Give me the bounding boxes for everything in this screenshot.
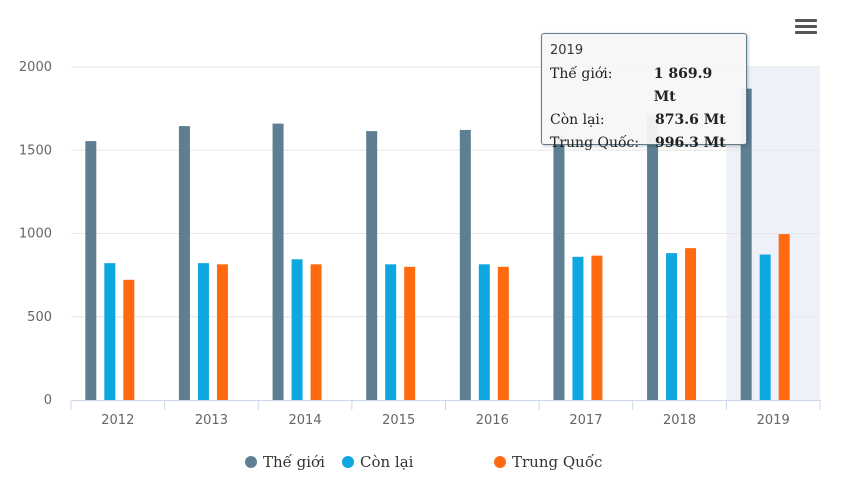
tooltip: 2019 Thế giới: 1 869.9 Mt Còn lại: 873.6… [541,33,747,151]
bar-2015-2[interactable] [404,266,416,400]
legend-marker[interactable] [342,456,354,468]
bar-2017-0[interactable] [553,135,565,400]
bar-2017-1[interactable] [572,256,584,400]
bar-2015-0[interactable] [366,131,378,401]
tooltip-series-name: Còn lại: [550,112,605,128]
bar-2018-2[interactable] [685,248,697,400]
x-tick-label: 2014 [289,413,322,428]
legend-marker[interactable] [245,456,257,468]
bar-2013-1[interactable] [197,263,209,400]
x-tick-label: 2017 [569,413,602,428]
y-axis-ticks: 0 500 1000 1500 2000 [19,60,52,408]
x-tick-label: 2012 [101,413,134,428]
bar-2019-1[interactable] [759,254,771,400]
bar-2018-1[interactable] [666,253,678,400]
bar-2019-2[interactable] [778,234,790,400]
hamburger-menu-icon [795,19,817,22]
legend-label[interactable]: Thế giới [263,453,325,471]
bar-2014-1[interactable] [291,259,303,400]
bar-2013-0[interactable] [178,126,190,401]
y-tick-label: 2000 [19,60,52,75]
x-tick-label: 2015 [382,413,415,428]
chart-menu-button[interactable] [793,16,819,38]
bar-2016-1[interactable] [478,264,490,400]
tooltip-series-name: Trung Quốc: [550,135,640,151]
x-axis: 2012 2013 2014 2015 2016 2017 2018 2019 [70,400,821,428]
bars [85,88,790,401]
bar-2016-0[interactable] [459,129,471,400]
y-tick-label: 1500 [19,143,52,158]
legend-marker[interactable] [494,456,506,468]
bar-2014-0[interactable] [272,123,284,401]
legend-label[interactable]: Trung Quốc [512,453,602,471]
tooltip-row: Thế giới: 1 869.9 Mt [550,63,738,109]
bar-2014-2[interactable] [310,264,322,400]
tooltip-title: 2019 [550,43,584,58]
tooltip-row: Còn lại: 873.6 Mt [550,109,738,132]
x-tick-label: 2013 [195,413,228,428]
bar-2012-2[interactable] [123,279,135,400]
legend: Thế giới Còn lại Trung Quốc [245,453,602,471]
y-tick-label: 500 [27,310,52,325]
bar-2016-2[interactable] [497,266,509,400]
bar-2012-1[interactable] [104,263,116,400]
y-tick-label: 1000 [19,227,52,242]
x-tick-label: 2018 [663,413,696,428]
tooltip-series-value: 873.6 Mt [655,112,726,128]
hamburger-menu-icon-bar [795,31,817,34]
x-tick-label: 2019 [757,413,790,428]
bar-2019-0[interactable] [740,88,752,400]
bar-2017-2[interactable] [591,255,603,400]
tooltip-series-value: 996.3 Mt [655,135,726,151]
y-tick-label: 0 [44,393,52,408]
tooltip-series-value: 1 869.9 Mt [653,66,713,105]
tooltip-series-name: Thế giới: [550,66,613,82]
x-tick-label: 2016 [476,413,509,428]
tooltip-row: Trung Quốc: 996.3 Mt [550,132,738,155]
legend-label[interactable]: Còn lại [360,453,414,471]
bar-2015-1[interactable] [385,264,397,400]
bar-2012-0[interactable] [85,141,97,400]
bar-2013-2[interactable] [216,264,228,400]
bar-2018-0[interactable] [647,115,659,400]
hamburger-menu-icon-bar [795,25,817,28]
